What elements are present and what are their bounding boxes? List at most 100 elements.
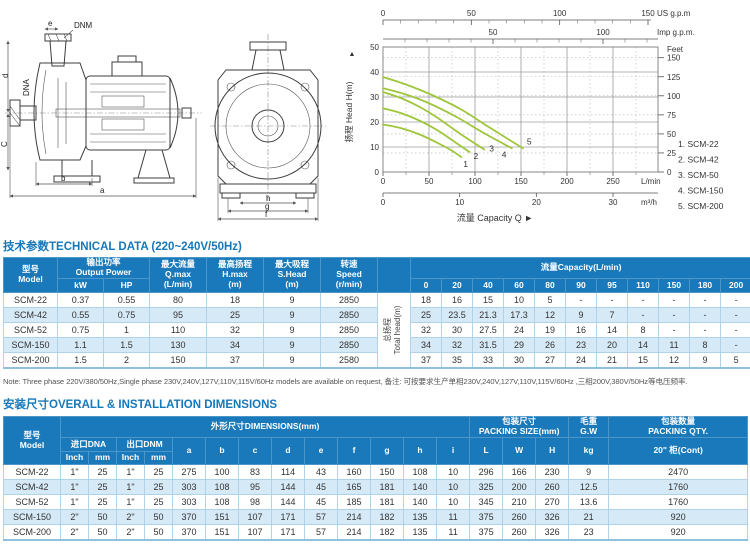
col-header-hmax: 最高扬程 H.max (m) <box>206 257 265 293</box>
model-cell: SCM-52 <box>3 322 58 338</box>
head-cell: 14 <box>596 322 629 338</box>
svg-text:150: 150 <box>667 54 681 63</box>
curve-label-1: 1 <box>463 159 468 169</box>
spec-cell: 9 <box>263 322 322 338</box>
flow-header-20: 20 <box>441 278 474 293</box>
head-cell: - <box>658 322 691 338</box>
model-cell: SCM-42 <box>3 479 61 495</box>
head-cell: 8 <box>689 337 722 353</box>
svg-text:50: 50 <box>489 28 498 37</box>
head-cell: 12 <box>534 307 567 323</box>
head-cell: 27 <box>534 352 567 369</box>
head-cell: 5 <box>720 352 750 369</box>
dim-value-cell: 151 <box>205 509 239 525</box>
head-cell: - <box>658 307 691 323</box>
dim-value-cell: 1" <box>60 494 89 510</box>
svg-text:20: 20 <box>370 118 379 127</box>
svg-text:75: 75 <box>667 111 676 120</box>
head-cell: 10 <box>503 292 536 308</box>
head-cell: 12 <box>658 352 691 369</box>
svg-text:Imp g.p.m.: Imp g.p.m. <box>657 28 695 37</box>
dim-value-cell: 370 <box>172 524 206 541</box>
svg-text:0: 0 <box>667 168 672 177</box>
model-cell: SCM-150 <box>3 337 58 353</box>
dim-value-cell: 23 <box>568 524 610 541</box>
dim-letter-e: e <box>304 437 338 465</box>
curve-SCM-200 <box>382 76 524 150</box>
model-cell: SCM-200 <box>3 352 58 369</box>
dim-value-cell: 1760 <box>608 479 749 495</box>
spec-cell: 2 <box>102 352 151 369</box>
col-header-totalhead-spacer <box>377 257 412 293</box>
dim-value-cell: 2" <box>60 524 89 541</box>
dim-value-cell: 107 <box>238 524 272 541</box>
legend-item-2: 2. SCM-42 <box>678 155 719 165</box>
technical-data-table: 型号 Model 输出功率 Output Power 最大流量 Q.max (L… <box>3 257 750 369</box>
spec-cell: 2850 <box>320 292 379 308</box>
spec-cell: 34 <box>206 337 265 353</box>
dim-value-cell: 214 <box>337 524 371 541</box>
dims-row-SCM-150: SCM-150 2" 50 2" 50 370 151 107 171 57 214 182 135 11… <box>3 509 749 525</box>
dims-header-inch: Inch <box>60 451 89 465</box>
svg-text:50: 50 <box>425 177 434 186</box>
spec-cell: 32 <box>206 322 265 338</box>
svg-text:100: 100 <box>667 92 681 101</box>
dim-value-cell: 2" <box>116 524 145 541</box>
dim-value-cell: 108 <box>205 494 239 510</box>
curve-SCM-50 <box>382 91 486 151</box>
dim-letter-c: c <box>238 437 272 465</box>
dim-value-cell: 50 <box>88 509 117 525</box>
model-cell: SCM-22 <box>3 292 58 308</box>
dim-label-a: a <box>100 186 105 195</box>
dims-header-model: 型号 Model <box>3 416 61 465</box>
dim-value-cell: 920 <box>608 524 749 541</box>
dim-letter-f: f <box>337 437 371 465</box>
head-cell: - <box>627 292 660 308</box>
spec-cell: 0.55 <box>102 292 151 308</box>
dim-value-cell: 25 <box>88 464 117 480</box>
dim-value-cell: 57 <box>304 524 338 541</box>
dims-header-inlet: 进口DNA <box>60 437 117 452</box>
packing-W: W <box>502 437 537 465</box>
dim-value-cell: 182 <box>370 509 404 525</box>
head-cell: 34 <box>410 337 443 353</box>
head-cell: - <box>627 307 660 323</box>
dim-value-cell: 296 <box>469 464 504 480</box>
dim-label-b: b <box>61 174 66 183</box>
spec-cell: 80 <box>149 292 208 308</box>
head-cell: - <box>596 292 629 308</box>
head-cell: 31.5 <box>472 337 505 353</box>
head-cell: 9 <box>565 307 598 323</box>
col-header-hp: HP <box>102 278 151 293</box>
svg-text:30: 30 <box>370 93 379 102</box>
svg-text:0: 0 <box>381 198 386 207</box>
dim-label-g: g <box>265 202 269 211</box>
dim-value-cell: 326 <box>535 524 570 541</box>
dim-value-cell: 108 <box>205 479 239 495</box>
dim-value-cell: 13.6 <box>568 494 610 510</box>
flow-header-40: 40 <box>472 278 505 293</box>
head-cell: 9 <box>689 352 722 369</box>
spec-cell: 9 <box>263 352 322 369</box>
flow-header-200: 200 <box>720 278 750 293</box>
dim-value-cell: 171 <box>271 524 305 541</box>
pump-side-view-drawing: e DNM d DNA C b a <box>0 19 202 198</box>
dim-value-cell: 57 <box>304 509 338 525</box>
head-cell: 16 <box>565 322 598 338</box>
spec-cell: 2850 <box>320 322 379 338</box>
col-header-speed: 转速 Speed (r/min) <box>320 257 379 293</box>
legend-item-5: 5. SCM-200 <box>678 201 724 211</box>
svg-text:30: 30 <box>609 198 618 207</box>
dims-row-SCM-22: SCM-22 1" 25 1" 25 275 100 83 114 43 160 150 108 10 29… <box>3 464 749 480</box>
head-cell: - <box>689 322 722 338</box>
dim-value-cell: 50 <box>144 509 173 525</box>
dim-value-cell: 100 <box>205 464 239 480</box>
dim-value-cell: 2" <box>116 509 145 525</box>
head-cell: 30 <box>503 352 536 369</box>
head-cell: 5 <box>534 292 567 308</box>
dim-value-cell: 108 <box>403 464 437 480</box>
dim-value-cell: 25 <box>88 479 117 495</box>
container-qty: 20" 柜(Cont) <box>608 437 749 465</box>
head-cell: 14 <box>627 337 660 353</box>
head-cell: 16 <box>441 292 474 308</box>
